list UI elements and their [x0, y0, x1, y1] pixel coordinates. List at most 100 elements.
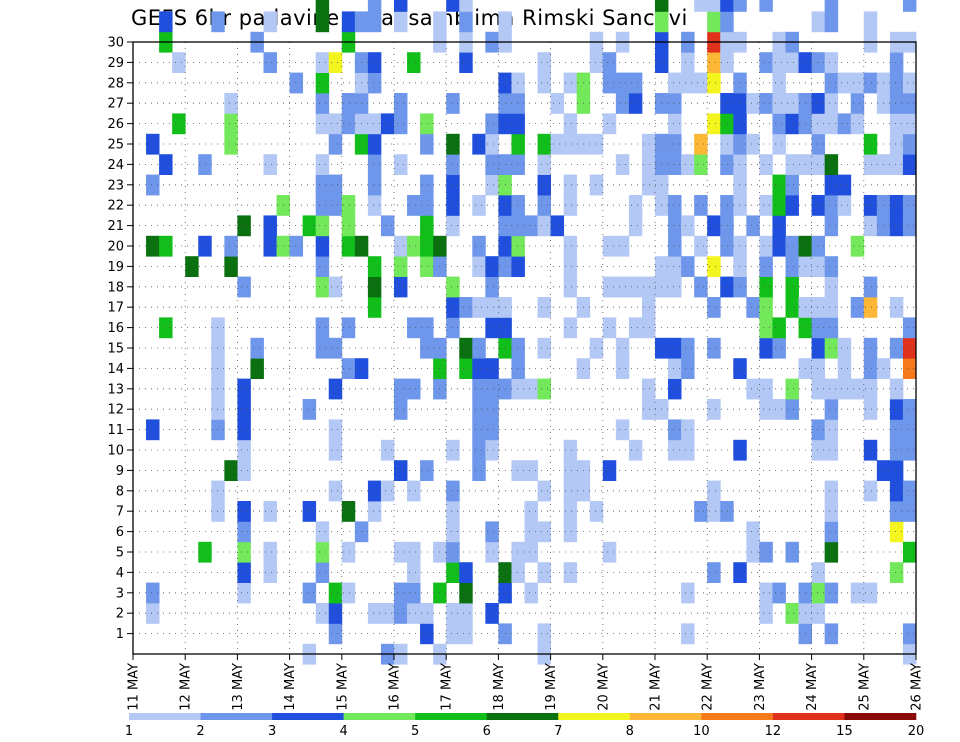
y-tick-label: 23	[107, 178, 124, 193]
heatmap-cell	[185, 256, 199, 277]
heatmap-cell	[407, 195, 421, 216]
heatmap-cell	[146, 235, 160, 257]
heatmap-cell	[315, 72, 330, 94]
heatmap-cell	[694, 133, 708, 155]
y-tick-label: 24	[107, 158, 124, 173]
heatmap-cell	[863, 439, 878, 461]
heatmap-cell	[328, 378, 343, 400]
x-tick-label: 11 MAY	[127, 663, 142, 711]
y-tick-label: 6	[116, 525, 124, 540]
x-tick-label: 20 MAY	[596, 663, 611, 711]
heatmap-cell	[720, 113, 734, 135]
heatmap-cell	[733, 0, 747, 12]
heatmap-cell	[668, 154, 682, 175]
heatmap-cell	[211, 378, 225, 400]
heatmap-cell	[785, 154, 799, 175]
heatmap-cell	[420, 623, 434, 645]
heatmap-cell	[902, 439, 917, 461]
heatmap-cell	[146, 174, 160, 196]
colorbar-swatch	[129, 713, 201, 720]
heatmap-cell	[407, 235, 421, 257]
heatmap-cell	[420, 337, 434, 359]
heatmap-cell	[863, 154, 878, 175]
heatmap-cell	[459, 358, 473, 379]
heatmap-cell	[889, 419, 904, 441]
heatmap-cell	[824, 276, 839, 298]
heatmap-cell	[694, 0, 708, 12]
heatmap-cell	[824, 0, 839, 12]
heatmap-cell	[602, 235, 617, 257]
y-tick-label: 12	[107, 403, 124, 418]
colorbar-swatch	[558, 713, 631, 720]
heatmap-cell	[302, 399, 317, 420]
heatmap-cell	[824, 52, 839, 73]
heatmap-cell	[733, 133, 747, 155]
heatmap-cell	[472, 460, 486, 481]
heatmap-cell	[563, 317, 578, 339]
heatmap-cell	[550, 133, 565, 155]
heatmap-cell	[537, 337, 551, 359]
heatmap-cell	[367, 113, 382, 135]
heatmap-cell	[759, 297, 773, 318]
heatmap-cell	[602, 72, 617, 94]
heatmap-cell	[315, 235, 330, 257]
heatmap-cell	[837, 195, 852, 216]
heatmap-cell	[811, 133, 826, 155]
heatmap-cell	[341, 235, 356, 257]
colorbar-swatch	[844, 713, 917, 720]
heatmap-cell	[628, 317, 643, 339]
y-tick-label: 8	[116, 484, 124, 499]
heatmap-cell	[367, 256, 382, 277]
heatmap-cell	[785, 195, 799, 216]
heatmap-cell	[211, 399, 225, 420]
heatmap-cell	[628, 276, 643, 298]
heatmap-cell	[837, 337, 852, 359]
heatmap-cell	[902, 480, 917, 502]
heatmap-cell	[811, 113, 826, 135]
heatmap-cell	[889, 72, 904, 94]
heatmap-cell	[446, 215, 460, 237]
heatmap-cell	[198, 541, 212, 563]
heatmap-cell	[863, 582, 878, 604]
heatmap-cell	[485, 419, 499, 441]
heatmap-cell	[681, 582, 695, 604]
heatmap-cell	[850, 378, 865, 400]
heatmap-cell	[694, 235, 708, 257]
heatmap-cell	[367, 480, 382, 502]
heatmap-cell	[367, 276, 382, 298]
heatmap-cell	[681, 623, 695, 645]
y-tick-label: 15	[107, 342, 124, 357]
heatmap-cell	[459, 337, 473, 359]
heatmap-cell	[367, 174, 382, 196]
heatmap-cell	[772, 215, 786, 237]
y-tick-label: 14	[107, 362, 124, 377]
heatmap-cell	[563, 460, 578, 481]
heatmap-cell	[537, 52, 551, 73]
heatmap-cell	[889, 460, 904, 481]
heatmap-cell	[681, 337, 695, 359]
heatmap-cell	[563, 235, 578, 257]
heatmap-cell	[772, 235, 786, 257]
heatmap-cell	[511, 215, 525, 237]
heatmap-cell	[289, 72, 304, 94]
heatmap-cell	[902, 541, 917, 563]
heatmap-cell	[811, 52, 826, 73]
heatmap-cell	[315, 93, 330, 114]
heatmap-cell	[407, 541, 421, 563]
heatmap-cell	[446, 562, 460, 583]
heatmap-cell	[224, 93, 238, 114]
heatmap-cell	[889, 439, 904, 461]
heatmap-cell	[367, 11, 382, 33]
heatmap-cell	[889, 297, 904, 318]
heatmap-cell	[707, 297, 721, 318]
heatmap-cell	[198, 154, 212, 175]
heatmap-cell	[341, 358, 356, 379]
heatmap-cell	[615, 72, 630, 94]
heatmap-cell	[211, 501, 225, 522]
heatmap-cell	[328, 480, 343, 502]
heatmap-cell	[394, 0, 408, 12]
heatmap-cell	[537, 623, 551, 645]
heatmap-cell	[237, 419, 251, 441]
heatmap-cell	[772, 337, 786, 359]
heatmap-cell	[328, 133, 343, 155]
